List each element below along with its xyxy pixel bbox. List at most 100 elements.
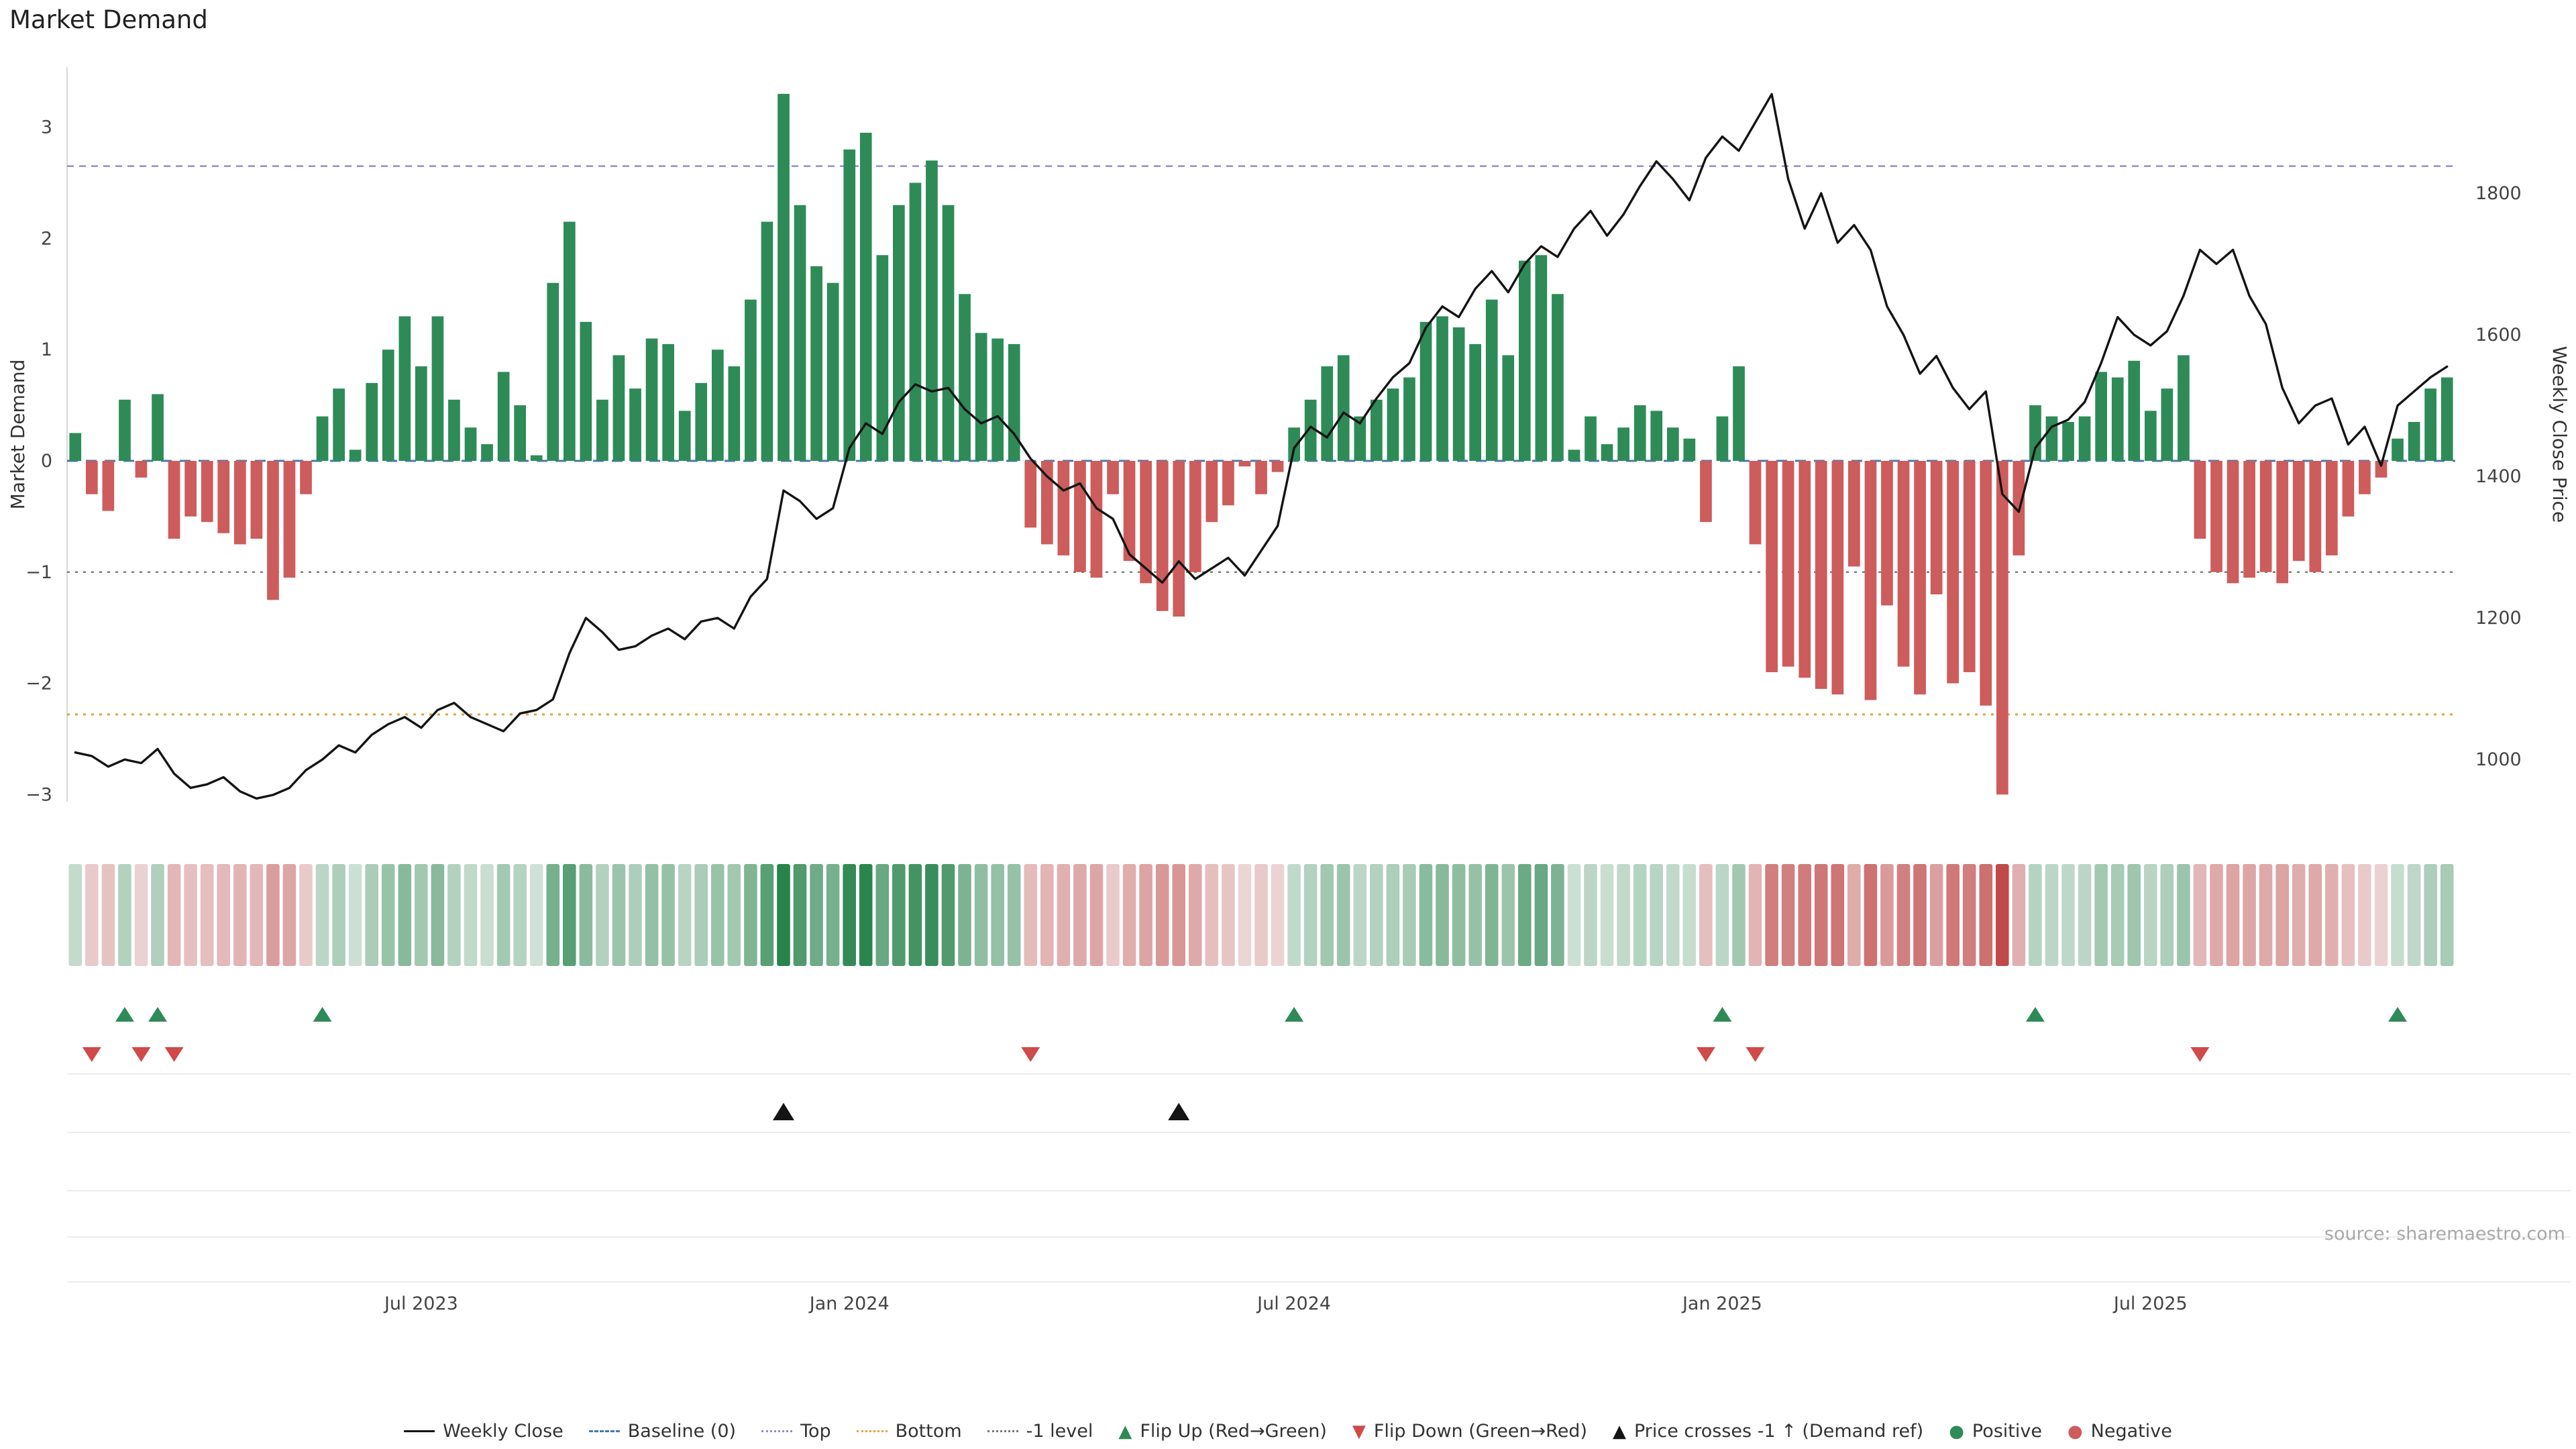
- heatmap-cell: [1089, 864, 1104, 966]
- demand-bar: [843, 149, 856, 462]
- demand-bar: [448, 399, 460, 461]
- heatmap-cell: [233, 864, 247, 966]
- heatmap-cell: [1666, 864, 1680, 966]
- x-axis-tick: Jul 2024: [1256, 1293, 1331, 1314]
- x-axis-tick: Jul 2023: [383, 1293, 458, 1314]
- heatmap-cell: [200, 864, 214, 966]
- demand-bar: [2111, 377, 2124, 461]
- demand-bar: [398, 316, 411, 461]
- legend-label: Baseline (0): [627, 1421, 737, 1442]
- right-axis-tick: 1200: [2475, 608, 2522, 629]
- heatmap-cell: [1122, 864, 1136, 966]
- heatmap-cell: [381, 864, 395, 966]
- demand-bar: [1848, 461, 1860, 567]
- heatmap-cell: [793, 864, 807, 966]
- heatmap-cell: [1880, 864, 1894, 966]
- heatmap-cell: [101, 864, 115, 966]
- heatmap-cell: [958, 864, 971, 966]
- demand-bar: [69, 433, 82, 461]
- right-axis-title: Weekly Close Price: [2548, 346, 2571, 523]
- heatmap-cell: [2193, 864, 2207, 966]
- demand-bar: [926, 160, 938, 462]
- heatmap-cell: [513, 864, 527, 966]
- demand-bar: [761, 221, 773, 461]
- demand-bar: [1008, 343, 1020, 461]
- heatmap-cell: [250, 864, 264, 966]
- demand-bar: [826, 282, 839, 461]
- demand-bar: [1321, 366, 1334, 461]
- demand-bar: [1601, 444, 1613, 461]
- heatmap-cell: [1040, 864, 1054, 966]
- demand-bar: [464, 427, 477, 461]
- demand-bar: [1799, 461, 1811, 678]
- heatmap-cell: [365, 864, 378, 966]
- heatmap-cell: [1468, 864, 1482, 966]
- heatmap-cell: [68, 864, 83, 966]
- demand-bar: [1371, 399, 1383, 461]
- heatmap-cell: [991, 864, 1004, 966]
- heatmap-cell: [826, 864, 840, 966]
- demand-bar: [859, 132, 872, 461]
- demand-bar: [1667, 427, 1679, 461]
- demand-bar: [678, 411, 691, 461]
- demand-bar: [1337, 355, 1350, 461]
- demand-bar: [2326, 461, 2338, 555]
- demand-bar: [1568, 449, 1580, 461]
- demand-bar: [1617, 427, 1629, 461]
- demand-bar: [530, 455, 543, 461]
- heatmap-cell: [875, 864, 890, 966]
- demand-bar: [201, 461, 213, 523]
- weekly-close-line: [74, 93, 2449, 800]
- demand-bar: [1173, 461, 1185, 617]
- demand-bar: [1255, 461, 1267, 494]
- demand-bar: [1633, 405, 1646, 461]
- heatmap-cell: [1057, 864, 1071, 966]
- left-axis-tick: 1: [41, 339, 52, 360]
- left-axis-tick: −1: [25, 562, 52, 583]
- heatmap-cell: [1929, 864, 1943, 966]
- demand-bar: [1304, 399, 1317, 461]
- dotted-glyph: [856, 1430, 888, 1432]
- heatmap-cell: [266, 864, 280, 966]
- demand-bar: [612, 355, 625, 461]
- price-cross-marker: [1168, 1103, 1190, 1120]
- flip-up-marker: [1285, 1007, 1304, 1022]
- demand-bar: [316, 416, 329, 461]
- demand-bar: [1864, 461, 1877, 700]
- heatmap-cell: [1699, 864, 1713, 966]
- demand-bar: [2243, 461, 2255, 578]
- chart-legend: Weekly Close Baseline (0) Top Bottom -1 leve…: [0, 1421, 2576, 1442]
- heatmap-cell: [1913, 864, 1927, 966]
- heatmap-cell: [1452, 864, 1466, 966]
- heatmap-cell: [1155, 864, 1169, 966]
- demand-bar: [1271, 461, 1284, 472]
- heatmap-cell: [2061, 864, 2075, 966]
- demand-bar: [1980, 461, 1992, 706]
- heatmap-cell: [2210, 864, 2223, 966]
- demand-bar: [2440, 377, 2453, 461]
- heatmap-cell: [2308, 864, 2322, 966]
- legend-label: -1 level: [1026, 1421, 1093, 1442]
- flip-up-marker: [2025, 1007, 2045, 1022]
- demand-bar: [2375, 461, 2387, 478]
- demand-bar: [1041, 461, 1053, 545]
- heatmap-cell: [760, 864, 774, 966]
- demand-bar: [712, 350, 724, 461]
- flip-up-marker: [148, 1007, 168, 1022]
- heatmap-cell: [694, 864, 708, 966]
- demand-bar: [1419, 321, 1432, 462]
- heatmap-cell: [2094, 864, 2108, 966]
- flip-up-marker: [115, 1007, 134, 1022]
- demand-bar: [1485, 299, 1498, 461]
- demand-bar: [1140, 461, 1152, 584]
- heatmap-cell: [1650, 864, 1663, 966]
- legend-item: Weekly Close: [404, 1421, 564, 1442]
- heatmap-cell: [480, 864, 494, 966]
- heatmap-cell: [563, 864, 576, 966]
- demand-bar: [1815, 461, 1827, 689]
- demand-bar: [119, 399, 131, 461]
- heatmap-cell: [810, 864, 823, 966]
- flip-down-marker: [1696, 1047, 1715, 1062]
- heatmap-cell: [1748, 864, 1762, 966]
